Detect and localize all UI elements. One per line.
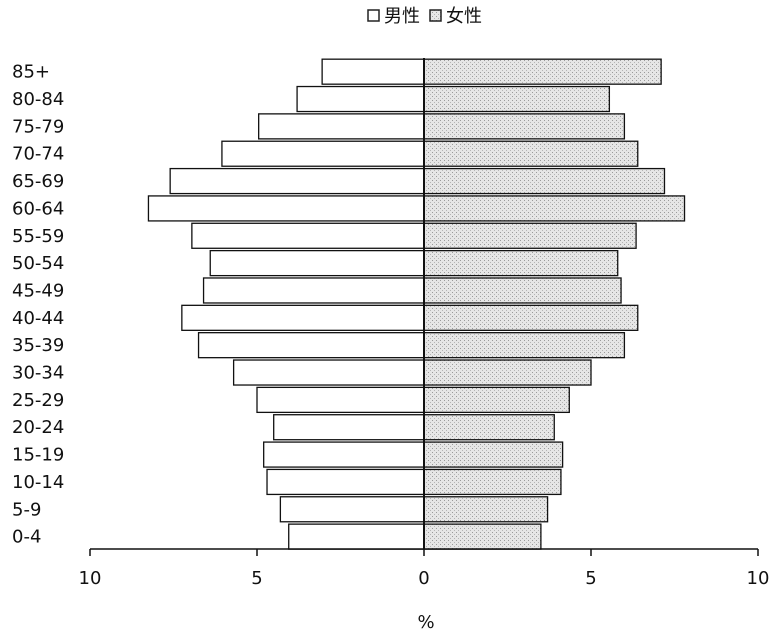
bar-male-75-79 [258,113,425,140]
bar-male-25-29 [256,386,425,414]
bar-male-65-69 [169,167,425,195]
bar-female-60-64 [423,195,686,222]
bar-female-50-54 [423,249,619,277]
bar-female-0-4 [423,523,542,550]
category-label-80-84: 80-84 [12,89,64,110]
legend: 男性 女性 [367,6,482,27]
bar-female-20-24 [423,414,555,441]
bar-male-10-14 [266,468,425,496]
x-axis-title: % [417,612,434,631]
category-labels: 85+ 80-84 75-79 70-74 65-69 60-64 55-59 50-54 45… [12,62,64,548]
x-axis: 10 5 0 5 10 [79,548,770,589]
x-tick-label-3: 5 [585,568,596,589]
category-label-85+: 85+ [12,62,50,83]
bar-male-85+ [321,58,425,85]
bar-female-5-9 [423,496,549,523]
bar-female-30-34 [423,359,592,386]
bar-male-15-19 [263,441,425,468]
bar-male-50-54 [209,249,425,277]
x-tick-label-1: 5 [251,568,262,589]
bar-male-20-24 [273,414,425,441]
bars-group [147,58,686,550]
bar-female-25-29 [423,386,570,414]
bar-male-40-44 [181,304,425,331]
category-label-45-49: 45-49 [12,280,64,301]
bar-female-75-79 [423,113,626,140]
legend-swatch-female [429,9,442,22]
bar-female-55-59 [423,222,637,249]
category-label-75-79: 75-79 [12,116,64,137]
bar-female-70-74 [423,140,639,167]
bar-male-70-74 [221,140,425,167]
x-tick-label-4: 10 [747,568,770,589]
category-label-20-24: 20-24 [12,417,64,438]
category-label-10-14: 10-14 [12,472,64,493]
category-label-5-9: 5-9 [12,499,41,520]
bar-female-80-84 [423,85,611,113]
bar-female-85+ [423,58,662,85]
bar-male-30-34 [232,359,425,386]
bar-female-10-14 [423,468,562,496]
category-label-15-19: 15-19 [12,445,64,466]
x-tick-label-0: 10 [79,568,102,589]
bar-male-80-84 [296,85,425,113]
legend-label-female: 女性 [446,6,482,27]
bar-male-0-4 [288,523,425,550]
bar-female-15-19 [423,441,564,468]
category-label-60-64: 60-64 [12,198,64,219]
bar-male-5-9 [279,496,425,523]
bar-male-60-64 [147,195,425,222]
category-label-0-4: 0-4 [12,527,41,548]
category-label-50-54: 50-54 [12,253,64,274]
legend-label-male: 男性 [384,6,420,27]
category-label-55-59: 55-59 [12,226,64,247]
bar-male-45-49 [202,277,425,304]
legend-swatch-male [367,9,380,22]
category-label-25-29: 25-29 [12,390,64,411]
category-label-30-34: 30-34 [12,363,64,384]
x-tick-label-2: 0 [418,568,429,589]
category-label-70-74: 70-74 [12,144,64,165]
bar-female-45-49 [423,277,622,304]
bar-female-65-69 [423,167,666,195]
category-label-40-44: 40-44 [12,308,64,329]
bar-female-35-39 [423,332,626,359]
bar-female-40-44 [423,304,639,331]
category-label-65-69: 65-69 [12,171,64,192]
bar-male-35-39 [197,332,425,359]
bar-male-55-59 [191,222,425,249]
category-label-35-39: 35-39 [12,335,64,356]
